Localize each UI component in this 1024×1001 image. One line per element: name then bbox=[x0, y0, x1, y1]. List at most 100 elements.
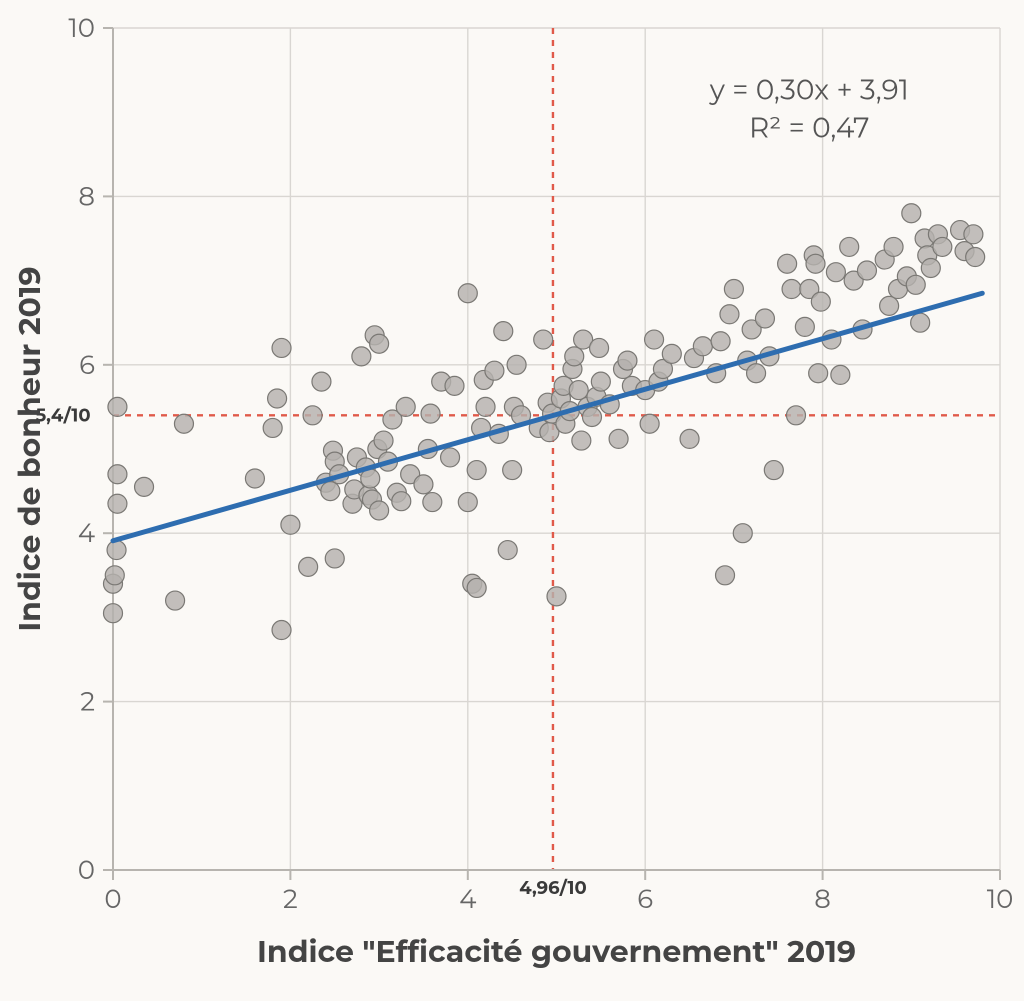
data-point bbox=[906, 275, 925, 294]
data-point bbox=[498, 541, 517, 560]
data-point bbox=[747, 364, 766, 383]
data-point bbox=[312, 372, 331, 391]
data-point bbox=[680, 429, 699, 448]
data-point bbox=[618, 351, 637, 370]
x-tick-label: 4 bbox=[459, 883, 476, 915]
data-point bbox=[299, 557, 318, 576]
y-tick-label: 0 bbox=[78, 854, 95, 886]
data-point bbox=[964, 225, 983, 244]
data-point bbox=[107, 541, 126, 560]
data-point bbox=[693, 337, 712, 356]
data-point bbox=[733, 524, 752, 543]
data-point bbox=[423, 493, 442, 512]
data-point bbox=[582, 408, 601, 427]
data-point bbox=[268, 389, 287, 408]
data-point bbox=[590, 338, 609, 357]
data-point bbox=[609, 429, 628, 448]
data-point bbox=[778, 254, 797, 273]
data-point bbox=[467, 578, 486, 597]
data-point bbox=[370, 334, 389, 353]
data-point bbox=[108, 465, 127, 484]
data-point bbox=[840, 237, 859, 256]
x-tick-label: 10 bbox=[987, 883, 1014, 915]
data-point bbox=[467, 461, 486, 480]
y-tick-label: 4 bbox=[78, 517, 95, 549]
data-point bbox=[503, 461, 522, 480]
data-point bbox=[135, 477, 154, 496]
data-point bbox=[445, 376, 464, 395]
data-point bbox=[414, 475, 433, 494]
y-tick-label: 8 bbox=[78, 180, 95, 212]
data-point bbox=[795, 317, 814, 336]
data-point bbox=[108, 397, 127, 416]
data-point bbox=[724, 280, 743, 299]
x-tick-label: 0 bbox=[104, 883, 121, 915]
equation-line-1: y = 0,30x + 3,91 bbox=[709, 74, 909, 108]
data-point bbox=[880, 296, 899, 315]
data-point bbox=[547, 587, 566, 606]
data-point bbox=[640, 414, 659, 433]
data-point bbox=[174, 414, 193, 433]
data-point bbox=[108, 494, 127, 513]
x-tick-label: 6 bbox=[637, 883, 653, 915]
data-point bbox=[396, 397, 415, 416]
data-point bbox=[786, 406, 805, 425]
data-point bbox=[352, 347, 371, 366]
data-point bbox=[303, 406, 322, 425]
data-point bbox=[645, 330, 664, 349]
reference-vertical-label: 4,96/10 bbox=[519, 877, 586, 899]
data-point bbox=[374, 431, 393, 450]
data-point bbox=[806, 254, 825, 273]
data-point bbox=[857, 261, 876, 280]
data-point bbox=[809, 364, 828, 383]
scatter-chart-container: 024681002468104,96/105,4/10Indice "Effic… bbox=[0, 0, 1024, 1001]
y-tick-label: 2 bbox=[80, 686, 95, 718]
data-point bbox=[272, 621, 291, 640]
y-tick-label: 10 bbox=[68, 12, 95, 44]
data-point bbox=[711, 332, 730, 351]
data-point bbox=[534, 330, 553, 349]
data-point bbox=[831, 365, 850, 384]
data-point bbox=[902, 204, 921, 223]
x-tick-label: 8 bbox=[814, 883, 831, 915]
data-point bbox=[966, 248, 985, 267]
data-point bbox=[569, 381, 588, 400]
data-point bbox=[166, 591, 185, 610]
data-point bbox=[370, 501, 389, 520]
data-point bbox=[458, 493, 477, 512]
data-point bbox=[458, 284, 477, 303]
data-point bbox=[485, 361, 504, 380]
y-axis-title: Indice de bonheur 2019 bbox=[11, 266, 48, 631]
data-point bbox=[565, 347, 584, 366]
data-point bbox=[421, 404, 440, 423]
data-point bbox=[263, 418, 282, 437]
data-point bbox=[716, 566, 735, 585]
scatter-chart: 024681002468104,96/105,4/10Indice "Effic… bbox=[0, 0, 1024, 1001]
data-point bbox=[826, 263, 845, 282]
data-point bbox=[245, 469, 264, 488]
data-point bbox=[933, 237, 952, 256]
y-tick-label: 6 bbox=[79, 349, 95, 381]
data-point bbox=[782, 280, 801, 299]
data-point bbox=[507, 355, 526, 374]
data-point bbox=[921, 258, 940, 277]
data-point bbox=[105, 566, 124, 585]
data-point bbox=[476, 397, 495, 416]
data-point bbox=[494, 322, 513, 341]
chart-background bbox=[0, 0, 1024, 1001]
data-point bbox=[104, 604, 123, 623]
equation-line-2: R² = 0,47 bbox=[749, 111, 869, 145]
data-point bbox=[441, 448, 460, 467]
data-point bbox=[884, 237, 903, 256]
data-point bbox=[272, 338, 291, 357]
x-tick-label: 2 bbox=[283, 883, 298, 915]
data-point bbox=[281, 515, 300, 534]
data-point bbox=[325, 549, 344, 568]
data-point bbox=[572, 431, 591, 450]
data-point bbox=[321, 482, 340, 501]
data-point bbox=[662, 344, 681, 363]
data-point bbox=[720, 305, 739, 324]
data-point bbox=[755, 309, 774, 328]
data-point bbox=[911, 313, 930, 332]
data-point bbox=[811, 292, 830, 311]
